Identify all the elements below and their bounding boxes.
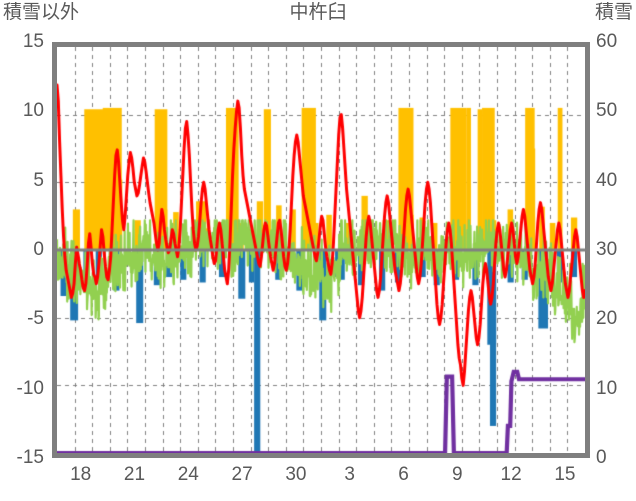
x-tick-21: 21 bbox=[123, 464, 146, 485]
x-tick-18: 18 bbox=[70, 464, 92, 485]
y-tick-right-0: 0 bbox=[596, 447, 607, 468]
x-tick-30: 30 bbox=[285, 464, 307, 485]
y-tick-right-30: 30 bbox=[596, 239, 618, 260]
chart-title: 中杵臼 bbox=[289, 2, 347, 23]
x-tick-3: 3 bbox=[344, 464, 355, 485]
y-tick-left-5: 5 bbox=[33, 169, 44, 191]
y-tick-right-40: 40 bbox=[596, 169, 618, 191]
y-tick-right-50: 50 bbox=[596, 100, 618, 122]
x-tick-27: 27 bbox=[231, 464, 253, 485]
y-tick-left-15: 15 bbox=[22, 31, 44, 52]
y-tick-left--15: -15 bbox=[16, 447, 44, 468]
chart-canvas bbox=[57, 47, 585, 453]
y-tick-left-10: 10 bbox=[22, 100, 44, 122]
y-tick-left--10: -10 bbox=[16, 377, 44, 399]
left-axis-title: 積雪以外 bbox=[3, 2, 80, 23]
x-tick-9: 9 bbox=[451, 464, 463, 485]
x-tick-15: 15 bbox=[554, 464, 576, 485]
x-tick-24: 24 bbox=[177, 464, 199, 485]
right-axis-title: 積雪 bbox=[594, 2, 633, 23]
y-tick-left--5: -5 bbox=[27, 308, 44, 330]
y-tick-right-20: 20 bbox=[596, 308, 618, 330]
x-tick-6: 6 bbox=[398, 464, 409, 485]
y-tick-right-60: 60 bbox=[596, 31, 618, 52]
plot-canvas-wrap bbox=[57, 47, 585, 453]
x-tick-12: 12 bbox=[500, 464, 522, 485]
y-tick-right-10: 10 bbox=[596, 377, 618, 399]
y-tick-left-0: 0 bbox=[33, 239, 44, 260]
